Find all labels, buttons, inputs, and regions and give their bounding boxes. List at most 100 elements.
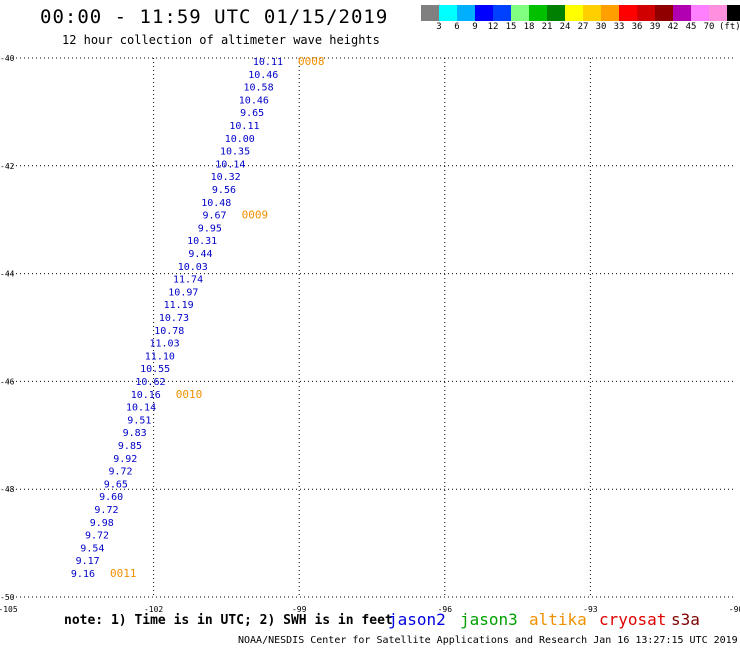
swh-value-label: 9.65 — [104, 479, 128, 490]
colorbar-swatch — [529, 5, 547, 21]
latitude-tick-label: -46 — [0, 377, 15, 386]
colorbar-tick-label: 70 — [703, 22, 715, 32]
swh-value-label: 10.46 — [248, 70, 278, 81]
colorbar-swatch — [475, 5, 493, 21]
colorbar-tick-label: 24 — [559, 22, 571, 32]
latitude-tick-label: -48 — [0, 485, 15, 494]
swh-value-label: 9.67 — [203, 211, 227, 222]
swh-value-label: 9.72 — [94, 505, 118, 516]
swh-value-label: 9.44 — [188, 249, 212, 260]
colorbar-swatch — [673, 5, 691, 21]
swh-value-label: 10.58 — [243, 83, 273, 94]
colorbar-swatch — [655, 5, 673, 21]
longitude-tick-label: -93 — [583, 605, 598, 614]
swh-value-label: 10.03 — [178, 262, 208, 273]
swh-value-label: 9.54 — [80, 543, 104, 554]
swh-value-label: 10.11 — [229, 121, 259, 132]
colorbar-swatch — [565, 5, 583, 21]
swh-value-label: 11.10 — [145, 351, 175, 362]
colorbar-tick-label: 36 — [631, 22, 643, 32]
swh-value-label: 10.48 — [201, 198, 231, 209]
satellite-legend-item: jason3 — [460, 610, 518, 629]
colorbar-swatch — [619, 5, 637, 21]
swh-value-label: 10.32 — [211, 172, 241, 183]
colorbar-tick-label: 12 — [487, 22, 499, 32]
colorbar-swatch — [601, 5, 619, 21]
satellite-legend-item: jason2 — [388, 610, 446, 629]
swh-value-label: 10.14 — [215, 159, 245, 170]
map-subtitle: 12 hour collection of altimeter wave hei… — [62, 33, 380, 47]
latitude-tick-label: -42 — [0, 162, 15, 171]
longitude-tick-label: -105 — [0, 605, 18, 614]
track-time-label: 0009 — [242, 209, 269, 222]
swh-value-label: 10.46 — [239, 95, 269, 106]
track-time-label: 0010 — [176, 388, 203, 401]
colorbar-tick-label: 30 — [595, 22, 607, 32]
swh-value-label: 9.72 — [85, 531, 109, 542]
swh-value-label: 9.51 — [127, 415, 151, 426]
credit-line: NOAA/NESDIS Center for Satellite Applica… — [238, 635, 738, 646]
colorbar-tick-label: 42 — [667, 22, 679, 32]
swh-value-label: 9.72 — [109, 467, 133, 478]
longitude-tick-label: -90 — [729, 605, 740, 614]
swh-value-label: 10.97 — [168, 287, 198, 298]
colorbar-swatch — [583, 5, 601, 21]
colorbar-swatch — [511, 5, 529, 21]
colorbar-tick-label: 15 — [505, 22, 517, 32]
swh-value-label: 10.62 — [135, 377, 165, 388]
swh-value-label: 11.03 — [149, 339, 179, 350]
swh-value-label: 9.16 — [71, 569, 95, 580]
swh-value-label: 9.17 — [76, 556, 100, 567]
swh-value-label: 9.85 — [118, 441, 142, 452]
swh-value-label: 10.11 — [253, 57, 283, 68]
colorbar-swatch — [637, 5, 655, 21]
swh-value-label: 9.65 — [240, 108, 264, 119]
colorbar-tick-label: 39 — [649, 22, 661, 32]
colorbar-swatch — [727, 5, 740, 21]
colorbar-tick-label: 3 — [436, 22, 442, 32]
colorbar-swatch — [493, 5, 511, 21]
latitude-tick-label: -50 — [0, 593, 15, 602]
swh-value-label: 9.60 — [99, 492, 123, 503]
swh-value-label: 9.98 — [90, 518, 114, 529]
longitude-tick-label: -99 — [292, 605, 307, 614]
colorbar-swatch — [421, 5, 439, 21]
swh-value-label: 10.00 — [225, 134, 255, 145]
swh-value-label: 11.19 — [164, 300, 194, 311]
colorbar-unit: (ft) — [719, 22, 740, 32]
colorbar-tick-label: 45 — [685, 22, 697, 32]
satellite-legend-item: cryosat — [599, 610, 667, 629]
swh-value-label: 10.73 — [159, 313, 189, 324]
map-title: 00:00 - 11:59 UTC 01/15/2019 — [40, 6, 389, 28]
swh-value-label: 11.74 — [173, 275, 203, 286]
satellite-legend-item: s3a — [671, 610, 700, 629]
colorbar-swatch — [709, 5, 727, 21]
colorbar-swatch — [547, 5, 565, 21]
footnote: note: 1) Time is in UTC; 2) SWH is in fe… — [64, 613, 393, 628]
satellite-legend-item: altika — [529, 610, 587, 629]
colorbar-tick-label: 27 — [577, 22, 589, 32]
swh-value-label: 9.92 — [113, 454, 137, 465]
colorbar-swatch — [439, 5, 457, 21]
colorbar-tick-label: 18 — [523, 22, 535, 32]
colorbar-tick-label: 9 — [472, 22, 478, 32]
swh-value-label: 9.95 — [198, 223, 222, 234]
swh-value-label: 9.56 — [212, 185, 236, 196]
latitude-tick-label: -44 — [0, 270, 15, 279]
swh-value-label: 10.78 — [154, 326, 184, 337]
swh-value-label: 10.16 — [131, 390, 161, 401]
colorbar-swatch — [691, 5, 709, 21]
colorbar-tick-label: 21 — [541, 22, 553, 32]
longitude-tick-label: -102 — [144, 605, 163, 614]
track-time-label: 0011 — [110, 567, 137, 580]
colorbar-tick-label: 33 — [613, 22, 625, 32]
colorbar-tick-label: 6 — [454, 22, 460, 32]
swh-value-label: 10.35 — [220, 147, 250, 158]
swh-value-label: 10.31 — [187, 236, 217, 247]
latitude-tick-label: -40 — [0, 54, 15, 63]
longitude-tick-label: -96 — [438, 605, 453, 614]
swh-value-label: 10.55 — [140, 364, 170, 375]
swh-value-label: 9.83 — [123, 428, 147, 439]
